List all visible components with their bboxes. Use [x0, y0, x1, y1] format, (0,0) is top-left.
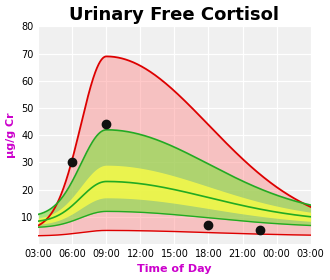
X-axis label: Time of Day: Time of Day	[137, 264, 212, 274]
Y-axis label: µg/g Cr: µg/g Cr	[6, 113, 16, 158]
Title: Urinary Free Cortisol: Urinary Free Cortisol	[69, 6, 280, 24]
